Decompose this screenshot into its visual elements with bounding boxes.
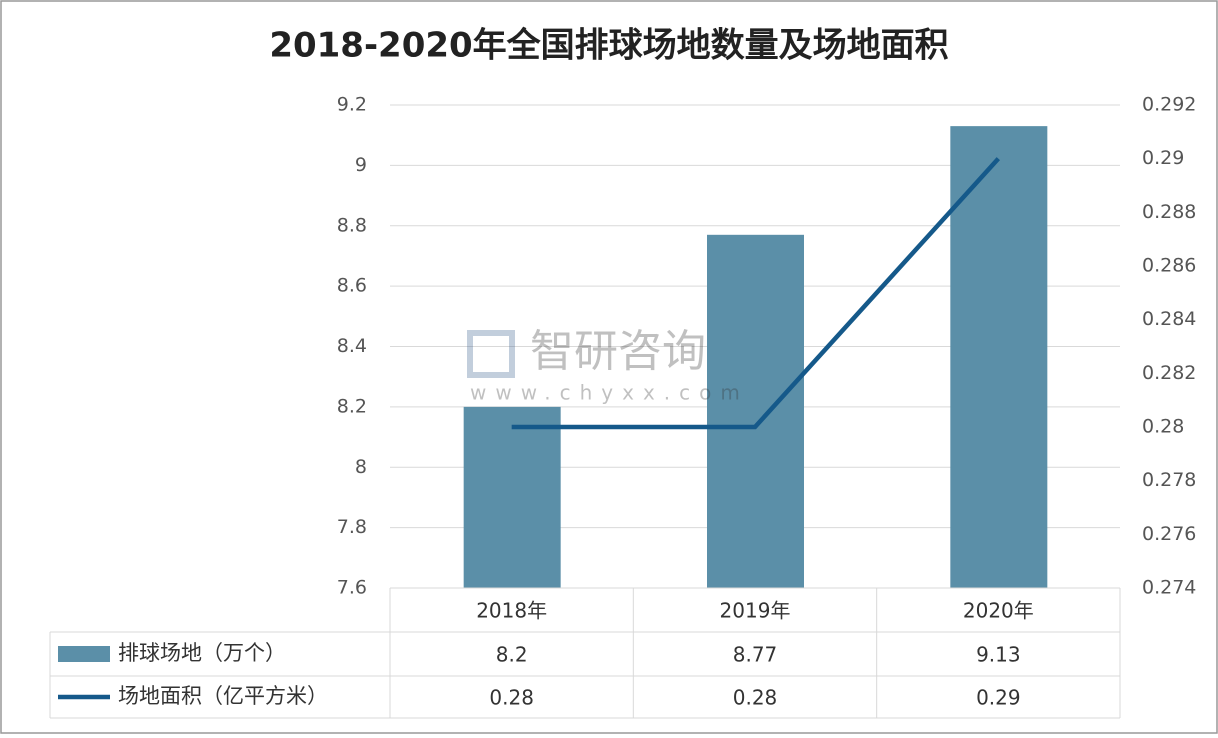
y2-tick-label: 0.286 — [1142, 255, 1196, 277]
chart-title: 2018-2020年全国排球场地数量及场地面积 — [269, 26, 948, 66]
y2-tick-label: 0.282 — [1142, 362, 1196, 384]
legend-label: 场地面积（亿平方米） — [118, 684, 328, 708]
x-tick-label: 2020年 — [963, 599, 1034, 623]
y2-tick-label: 0.28 — [1142, 416, 1184, 438]
y2-tick-label: 0.288 — [1142, 201, 1196, 223]
y2-tick-label: 0.274 — [1142, 577, 1196, 599]
y2-tick-label: 0.284 — [1142, 308, 1196, 330]
watermark: 智研咨询 www.chyxx.com — [467, 326, 749, 405]
y-tick-label: 7.6 — [337, 577, 367, 599]
legend-key — [58, 646, 110, 662]
y2-tick-label: 0.292 — [1142, 94, 1196, 116]
y2-tick-label: 0.278 — [1142, 469, 1196, 491]
line — [511, 157, 1000, 430]
bar — [463, 406, 561, 588]
x-tick-label: 2019年 — [720, 599, 791, 623]
table-value: 8.2 — [496, 643, 528, 667]
y-tick-label: 9 — [355, 154, 367, 176]
legend-label: 排球场地（万个） — [118, 641, 286, 665]
y-tick-label: 9.2 — [337, 94, 367, 116]
y-tick-label: 8.8 — [337, 214, 367, 236]
watermark-url: www.chyxx.com — [470, 381, 749, 405]
y-tick-label: 8.2 — [337, 395, 367, 417]
bar — [707, 234, 804, 588]
y-tick-label: 8.4 — [337, 335, 367, 357]
y2-tick-label: 0.276 — [1142, 523, 1196, 545]
table-value: 0.28 — [733, 686, 778, 710]
y-tick-label: 8.6 — [337, 275, 367, 297]
table-value: 0.29 — [976, 686, 1021, 710]
y-tick-label: 7.8 — [337, 516, 367, 538]
table-value: 0.28 — [489, 686, 534, 710]
watermark-logo — [467, 330, 515, 378]
table-value: 9.13 — [976, 643, 1021, 667]
watermark-name: 智研咨询 — [530, 326, 706, 377]
y2-tick-label: 0.29 — [1142, 147, 1184, 169]
bar — [950, 126, 1048, 588]
y-tick-label: 8 — [355, 456, 367, 478]
x-tick-label: 2018年 — [476, 599, 547, 623]
table-value: 8.77 — [733, 643, 778, 667]
